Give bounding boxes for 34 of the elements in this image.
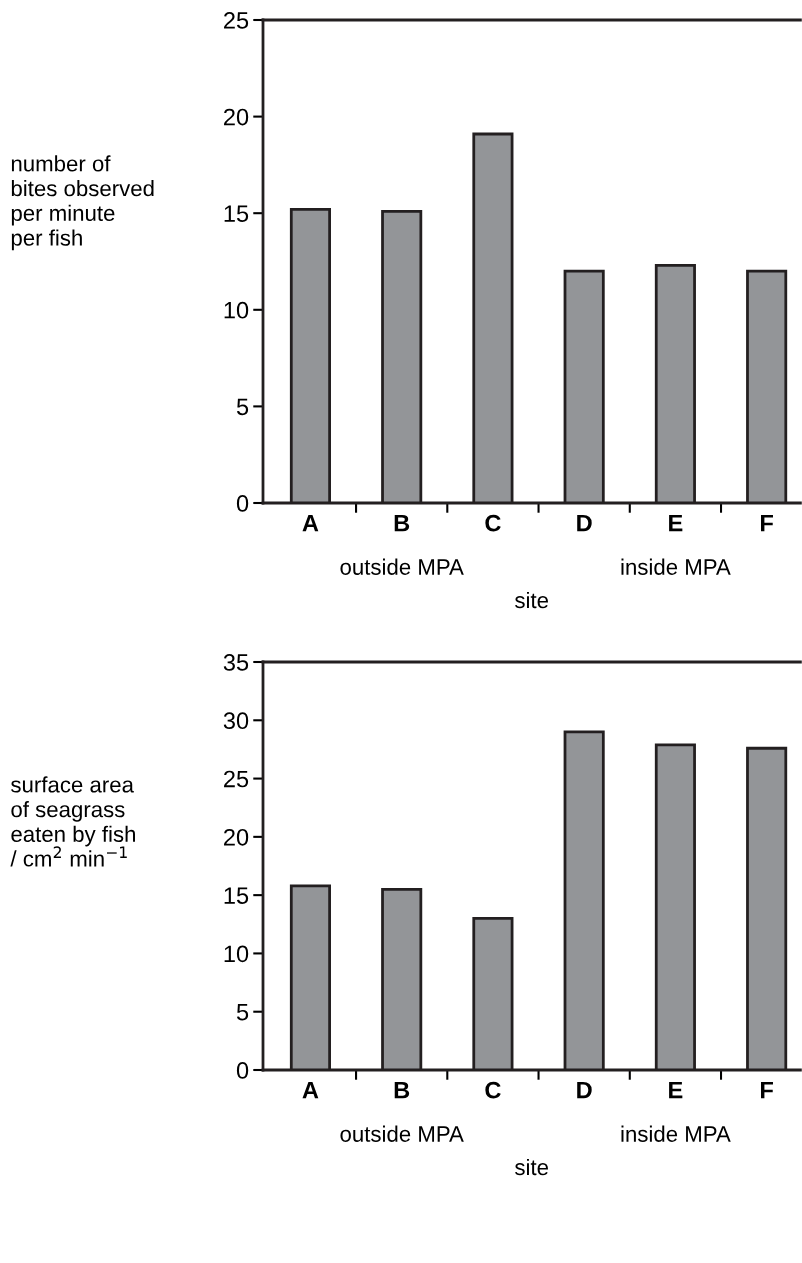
x-tick-label: F xyxy=(761,1081,773,1099)
x-tick-label: E xyxy=(669,1081,683,1099)
x-axis-title: site xyxy=(515,591,548,609)
x-tick-label: C xyxy=(485,1081,501,1099)
x-tick-label: A xyxy=(302,1081,319,1099)
y-tick-label: 5 xyxy=(236,1004,249,1021)
text: inside MPA xyxy=(621,558,731,575)
x-tick-label: E xyxy=(669,514,683,532)
y-tick-label: 20 xyxy=(224,108,249,126)
y-axis-title: surface area of seagrass eaten by fish / cm$^{2}$ min$^{−1}$ xyxy=(10,776,135,867)
y-tick-label: 25 xyxy=(224,12,249,29)
y-tick-label: 0 xyxy=(236,495,249,512)
y-tick-label: 20 xyxy=(224,828,249,846)
x-tick-label: C xyxy=(485,514,501,532)
y-tick-label: 25 xyxy=(224,770,249,788)
text: outside MPA xyxy=(340,1125,464,1142)
x-axis-title: site xyxy=(515,1158,548,1176)
y-tick-label: 10 xyxy=(224,945,249,963)
y-tick-label: 15 xyxy=(224,205,249,222)
x-tick-label: D xyxy=(577,1081,592,1099)
x-tick-label: F xyxy=(761,514,773,532)
y-tick-label: 0 xyxy=(236,1062,249,1079)
y-tick-label: 10 xyxy=(224,301,249,319)
x-tick-label: B xyxy=(394,514,410,532)
y-tick-label: 5 xyxy=(236,398,249,416)
y-tick-label: 15 xyxy=(224,887,249,904)
text: inside MPA xyxy=(621,1125,731,1142)
x-tick-label: A xyxy=(302,514,319,532)
x-tick-label: D xyxy=(577,514,592,532)
x-tick-label: B xyxy=(394,1081,410,1099)
y-tick-label: 35 xyxy=(223,654,249,671)
y-axis-title: number of bites observed per minute per fish xyxy=(11,155,154,251)
text: outside MPA xyxy=(340,558,464,575)
y-tick-label: 30 xyxy=(223,712,249,730)
